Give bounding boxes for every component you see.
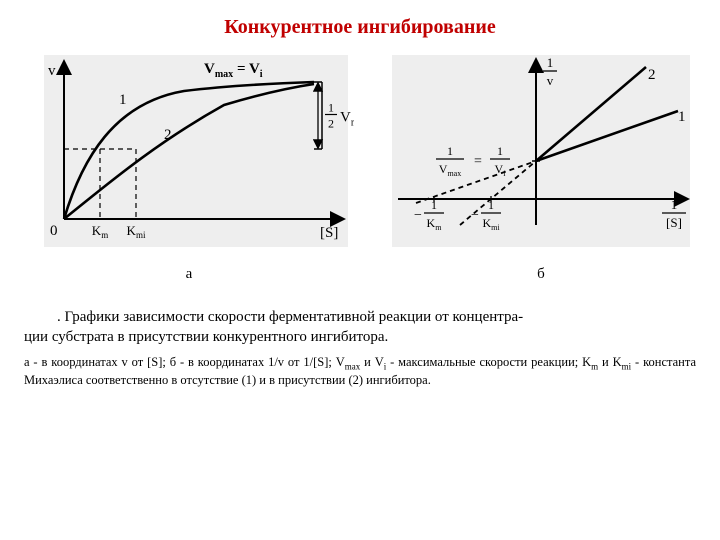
figure-footnote: а - в координатах v от [S]; б - в коорди… bbox=[24, 354, 696, 390]
svg-text:v: v bbox=[547, 73, 554, 88]
fn-sub1: max bbox=[345, 361, 361, 371]
charts-row: v[S]012KmKmiVmax = Vi12Vmax а 1v1[S]211V… bbox=[24, 49, 696, 283]
panel-b-wrap: 1v1[S]211Vmax=1Vi− 1Km− 1Kmi б bbox=[386, 49, 696, 283]
svg-text:2: 2 bbox=[648, 67, 656, 83]
svg-text:2: 2 bbox=[164, 127, 172, 143]
fn-pre: а - в координатах v от [S]; б - в коорди… bbox=[24, 355, 345, 369]
caption-line1: . Графики зависимости скорости ферментат… bbox=[24, 307, 696, 327]
fn-mid1: и V bbox=[360, 355, 383, 369]
figure-caption: . Графики зависимости скорости ферментат… bbox=[24, 307, 696, 348]
svg-text:[S]: [S] bbox=[666, 215, 682, 230]
svg-text:1: 1 bbox=[547, 55, 554, 70]
panel-b-label: б bbox=[386, 266, 696, 283]
fn-sub4: mi bbox=[622, 361, 632, 371]
caption-line2: ции субстрата в присутствии конкурентног… bbox=[24, 329, 388, 345]
svg-text:1: 1 bbox=[678, 109, 686, 125]
svg-text:1: 1 bbox=[497, 144, 503, 158]
svg-text:0: 0 bbox=[50, 223, 58, 239]
svg-text:−: − bbox=[414, 208, 422, 223]
svg-text:1: 1 bbox=[119, 92, 127, 108]
panel-a-svg: v[S]012KmKmiVmax = Vi12Vmax bbox=[24, 49, 354, 259]
svg-text:1: 1 bbox=[328, 101, 334, 115]
svg-text:1: 1 bbox=[447, 144, 453, 158]
svg-text:1: 1 bbox=[671, 197, 678, 212]
svg-text:[S]: [S] bbox=[320, 225, 338, 241]
fn-mid3: и K bbox=[598, 355, 621, 369]
slide-title: Конкурентное ингибирование bbox=[24, 16, 696, 39]
panel-a-wrap: v[S]012KmKmiVmax = Vi12Vmax а bbox=[24, 49, 354, 283]
svg-text:2: 2 bbox=[328, 117, 334, 131]
slide-root: Конкурентное ингибирование v[S]012KmKmiV… bbox=[0, 0, 720, 540]
panel-b-svg: 1v1[S]211Vmax=1Vi− 1Km− 1Kmi bbox=[386, 49, 696, 259]
svg-text:−: − bbox=[471, 208, 479, 223]
panel-a-label: а bbox=[24, 266, 354, 283]
fn-mid2: - максимальные скорости реакции; K bbox=[386, 355, 591, 369]
svg-text:v: v bbox=[48, 63, 56, 79]
svg-text:=: = bbox=[474, 154, 482, 169]
